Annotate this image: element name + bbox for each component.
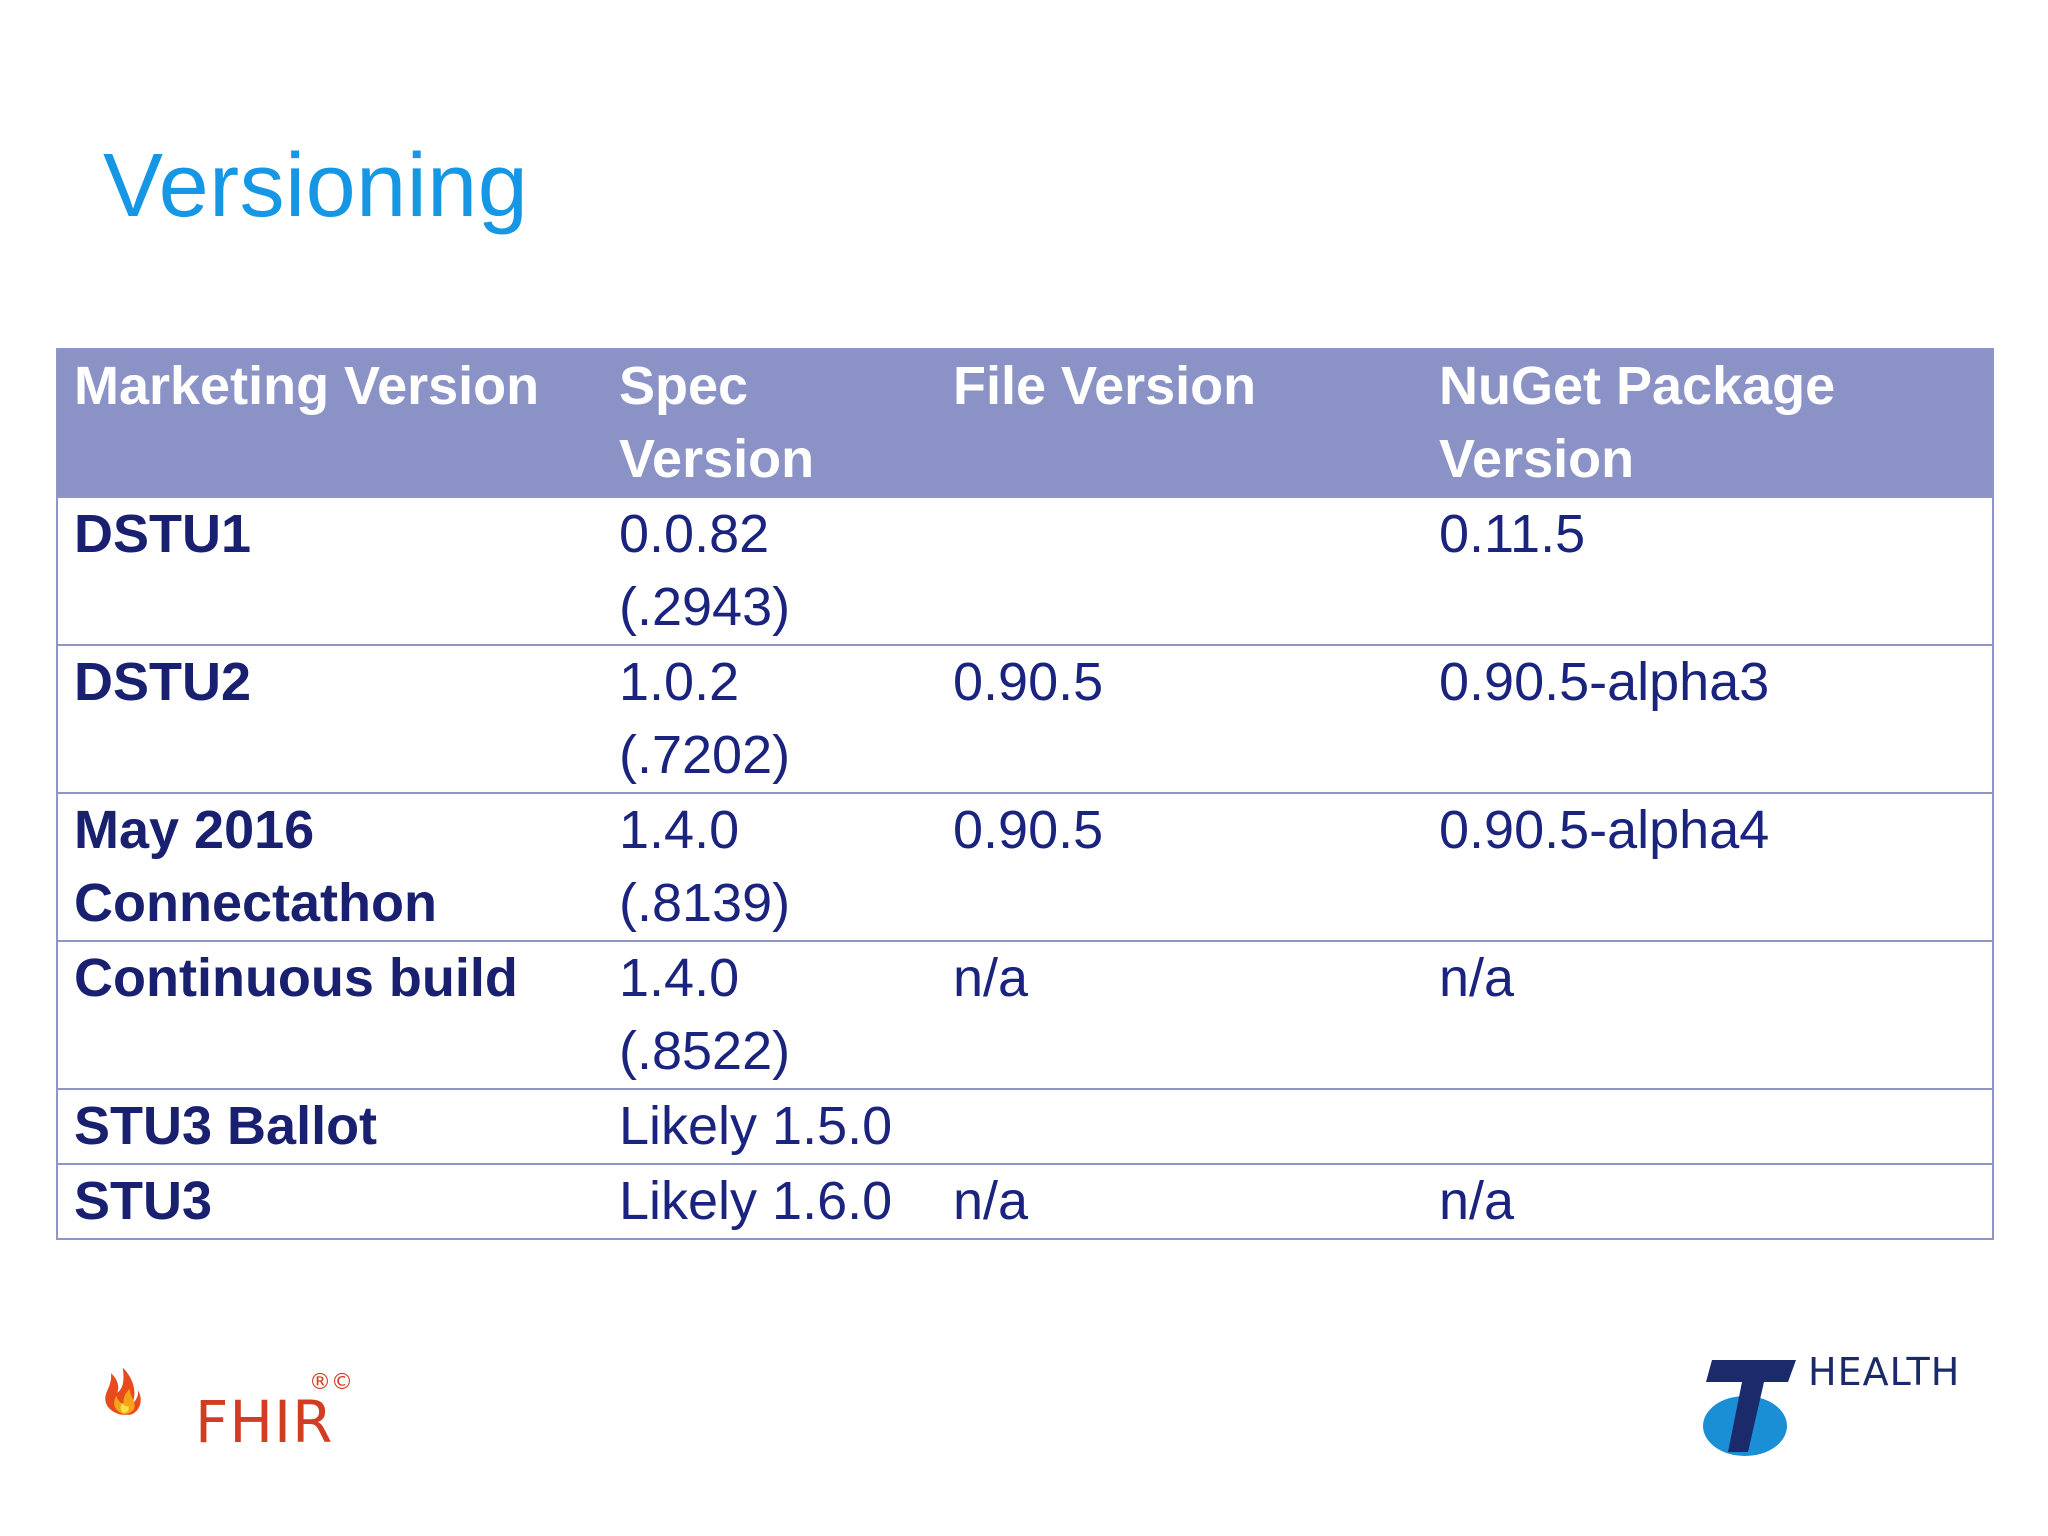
table-row: DSTU1 0.0.82 (.2943) 0.11.5 <box>57 496 1993 645</box>
table-row: STU3 Ballot Likely 1.5.0 <box>57 1088 1993 1164</box>
cell-spec-version: 0.0.82 (.2943) <box>603 496 937 645</box>
fhir-logo-text: FHIR <box>195 1388 334 1456</box>
header-spec-version: Spec Version <box>603 349 937 497</box>
table-row: Continuous build 1.4.0 (.8522) n/a n/a <box>57 940 1993 1089</box>
cell-nuget-version: 0.11.5 <box>1423 496 1993 645</box>
header-nuget-package-version: NuGet Package Version <box>1423 349 1993 497</box>
cell-marketing-version: Continuous build <box>57 940 603 1089</box>
cell-nuget-version: n/a <box>1423 1163 1993 1239</box>
slide-title: Versioning <box>103 136 529 236</box>
table-row: DSTU2 1.0.2 (.7202) 0.90.5 0.90.5-alpha3 <box>57 644 1993 793</box>
header-marketing-version: Marketing Version <box>57 349 603 497</box>
cell-spec-version: 1.4.0 (.8522) <box>603 940 937 1089</box>
cell-nuget-version: 0.90.5-alpha3 <box>1423 644 1993 793</box>
cell-nuget-version: 0.90.5-alpha4 <box>1423 792 1993 941</box>
versions-table: Marketing Version Spec Version File Vers… <box>56 348 1994 1240</box>
cell-nuget-version <box>1423 1088 1993 1164</box>
cell-marketing-version: DSTU2 <box>57 644 603 793</box>
table-row: STU3 Likely 1.6.0 n/a n/a <box>57 1163 1993 1239</box>
telstra-health-text: HEALTH <box>1808 1350 1961 1394</box>
cell-file-version <box>937 1088 1423 1164</box>
telstra-logo-icon <box>1703 1360 1796 1456</box>
table-row: May 2016 Connectathon 1.4.0 (.8139) 0.90… <box>57 792 1993 941</box>
cell-file-version: n/a <box>937 1163 1423 1239</box>
table-header-row: Marketing Version Spec Version File Vers… <box>57 349 1993 497</box>
cell-marketing-version: DSTU1 <box>57 496 603 645</box>
fhir-trademark-marks: ®© <box>309 1370 353 1395</box>
cell-file-version: 0.90.5 <box>937 792 1423 941</box>
header-file-version: File Version <box>937 349 1423 497</box>
cell-marketing-version: STU3 Ballot <box>57 1088 603 1164</box>
fhir-flame-icon <box>105 1367 141 1415</box>
cell-spec-version: 1.4.0 (.8139) <box>603 792 937 941</box>
cell-file-version: 0.90.5 <box>937 644 1423 793</box>
cell-marketing-version: May 2016 Connectathon <box>57 792 603 941</box>
cell-file-version <box>937 496 1423 645</box>
cell-marketing-version: STU3 <box>57 1163 603 1239</box>
cell-file-version: n/a <box>937 940 1423 1089</box>
cell-spec-version: 1.0.2 (.7202) <box>603 644 937 793</box>
cell-spec-version: Likely 1.5.0 <box>603 1088 937 1164</box>
cell-nuget-version: n/a <box>1423 940 1993 1089</box>
cell-spec-version: Likely 1.6.0 <box>603 1163 937 1239</box>
